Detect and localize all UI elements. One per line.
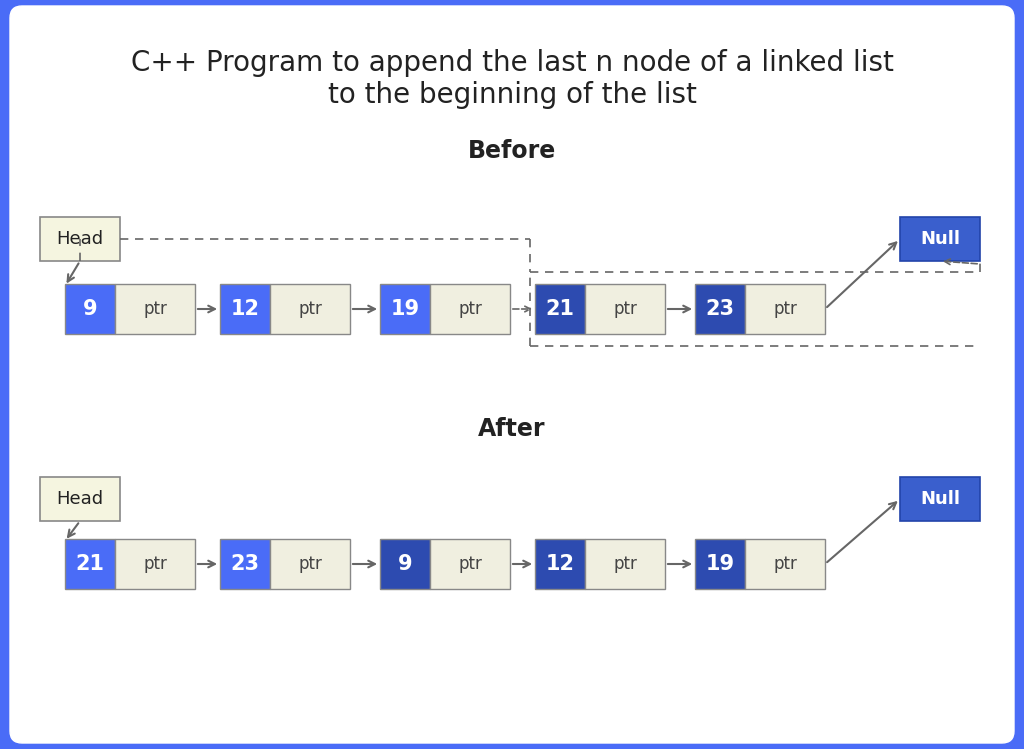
Bar: [270, 284, 350, 334]
Text: Before: Before: [468, 139, 556, 163]
Bar: [695, 284, 745, 334]
Bar: [430, 284, 510, 334]
Text: 12: 12: [230, 299, 259, 319]
Text: to the beginning of the list: to the beginning of the list: [328, 81, 696, 109]
Bar: [220, 284, 270, 334]
Text: ptr: ptr: [143, 300, 167, 318]
Text: 9: 9: [83, 299, 97, 319]
Text: Head: Head: [56, 230, 103, 248]
Text: ptr: ptr: [298, 300, 322, 318]
Text: 19: 19: [706, 554, 734, 574]
Bar: [535, 284, 585, 334]
Text: ptr: ptr: [143, 555, 167, 573]
Bar: [695, 539, 745, 589]
Bar: [585, 284, 665, 334]
Text: C++ Program to append the last n node of a linked list: C++ Program to append the last n node of…: [131, 49, 893, 77]
Text: ptr: ptr: [613, 555, 637, 573]
Bar: [900, 217, 980, 261]
Text: Null: Null: [920, 490, 961, 508]
Bar: [380, 284, 430, 334]
Text: ptr: ptr: [458, 555, 482, 573]
Text: ptr: ptr: [773, 300, 797, 318]
Bar: [585, 539, 665, 589]
Text: Null: Null: [920, 230, 961, 248]
Text: ptr: ptr: [773, 555, 797, 573]
Text: Head: Head: [56, 490, 103, 508]
Bar: [430, 539, 510, 589]
Bar: [220, 539, 270, 589]
Bar: [65, 539, 115, 589]
Bar: [270, 539, 350, 589]
Text: 19: 19: [390, 299, 420, 319]
Bar: [115, 539, 195, 589]
Text: 23: 23: [706, 299, 734, 319]
Bar: [115, 284, 195, 334]
Text: ptr: ptr: [298, 555, 322, 573]
Bar: [40, 217, 120, 261]
Text: 9: 9: [397, 554, 413, 574]
Text: ptr: ptr: [458, 300, 482, 318]
Text: 23: 23: [230, 554, 259, 574]
Text: 21: 21: [76, 554, 104, 574]
Text: After: After: [478, 417, 546, 441]
Bar: [65, 284, 115, 334]
Bar: [40, 477, 120, 521]
Bar: [745, 284, 825, 334]
Bar: [380, 539, 430, 589]
FancyBboxPatch shape: [10, 6, 1014, 743]
Text: ptr: ptr: [613, 300, 637, 318]
Text: 12: 12: [546, 554, 574, 574]
Bar: [900, 477, 980, 521]
Bar: [745, 539, 825, 589]
Text: 21: 21: [546, 299, 574, 319]
Bar: [535, 539, 585, 589]
